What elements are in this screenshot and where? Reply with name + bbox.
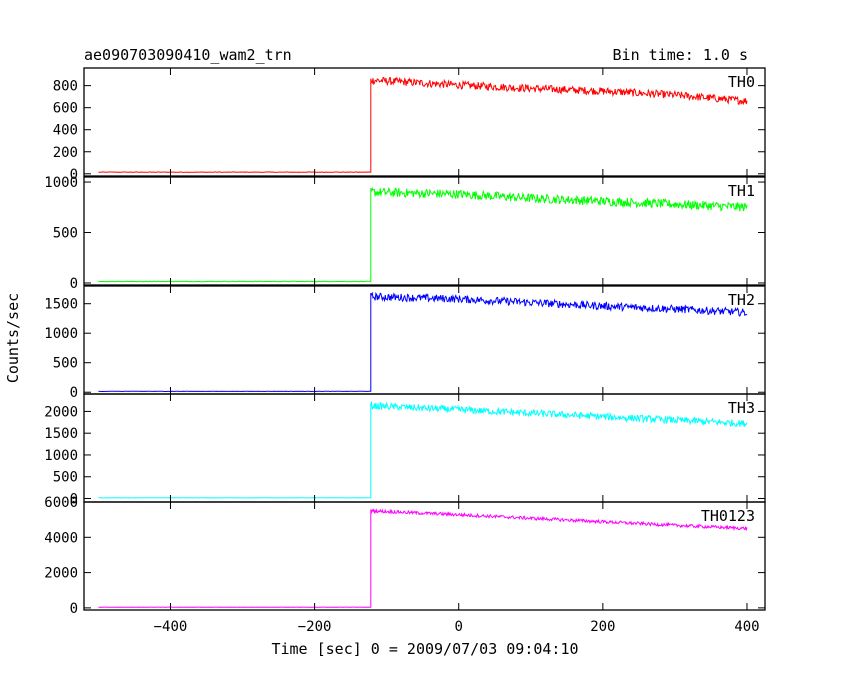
y-tick-label: 6000 <box>44 495 78 511</box>
chart-title-left: ae090703090410_wam2_trn <box>84 46 292 64</box>
y-tick-label: 1000 <box>44 175 78 191</box>
panel-th0123: 0 2000 4000 6000 TH0123 <box>44 495 766 617</box>
y-tick-label: 2000 <box>44 404 78 420</box>
panel-th3: 0 500 1000 1500 2000 TH3 <box>44 393 766 508</box>
series-line-th0 <box>98 76 748 173</box>
panel-th2: 0 500 1000 1500 TH2 <box>44 285 766 401</box>
y-tick-label: 500 <box>53 470 78 486</box>
panel-th1: 0 500 1000 TH1 <box>44 175 766 292</box>
y-tick-label: 0 <box>70 276 78 292</box>
panel-frame <box>83 285 766 395</box>
y-axis-label: Counts/sec <box>4 293 22 383</box>
panel-label: TH3 <box>728 399 755 417</box>
panel-label: TH0 <box>728 73 755 91</box>
y-tick-label: 4000 <box>44 530 78 546</box>
panel-frame <box>83 393 766 503</box>
y-tick-label: 800 <box>53 79 78 95</box>
y-tick-label: 400 <box>53 123 78 139</box>
panels-group: 0 200 400 600 800 TH0 0 500 1000 TH1 0 500 1000 1500 T… <box>44 67 766 617</box>
panel-label: TH2 <box>728 291 755 309</box>
panel-th0: 0 200 400 600 800 TH0 <box>53 67 766 183</box>
series-line-th2 <box>98 291 748 393</box>
x-tick-label: 0 <box>455 619 463 635</box>
x-tick-label: 200 <box>590 619 615 635</box>
y-tick-label: 600 <box>53 101 78 117</box>
x-tick-label: 400 <box>734 619 759 635</box>
x-axis: −400 −200 0 200 400 <box>154 619 760 635</box>
panel-label: TH0123 <box>701 507 755 525</box>
y-tick-label: 1500 <box>44 426 78 442</box>
y-tick-label: 2000 <box>44 566 78 582</box>
y-tick-label: 200 <box>53 145 78 161</box>
y-tick-label: 1000 <box>44 326 78 342</box>
panel-label: TH1 <box>728 182 755 200</box>
x-tick-label: −400 <box>154 619 188 635</box>
x-axis-label: Time [sec] 0 = 2009/07/03 09:04:10 <box>271 640 578 658</box>
panel-frame <box>83 176 766 286</box>
y-tick-label: 500 <box>53 356 78 372</box>
chart-title-right: Bin time: 1.0 s <box>613 46 748 64</box>
series-line-th1 <box>98 186 748 283</box>
series-line-th3 <box>98 400 748 499</box>
y-tick-label: 0 <box>70 385 78 401</box>
panel-frame <box>83 501 766 611</box>
series-line-th0123 <box>98 508 748 608</box>
y-tick-label: 0 <box>70 167 78 183</box>
x-tick-label: −200 <box>298 619 332 635</box>
y-tick-label: 1000 <box>44 448 78 464</box>
y-tick-label: 500 <box>53 226 78 242</box>
y-tick-label: 0 <box>70 492 78 508</box>
panel-frame <box>83 67 766 177</box>
y-tick-label: 1500 <box>44 297 78 313</box>
y-tick-label: 0 <box>70 601 78 617</box>
